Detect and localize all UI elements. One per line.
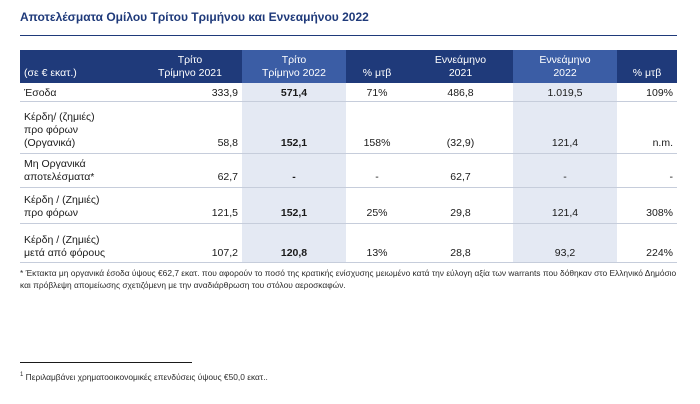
- cell-n2021: 62,7: [408, 153, 513, 188]
- cell-q-change: 13%: [346, 223, 408, 263]
- table-row: Κέρδη / (Ζημιές) προ φόρων 121,5 152,1 25…: [20, 187, 677, 224]
- cell-q2022: 571,4: [242, 83, 346, 102]
- cell-n2022: 121,4: [513, 187, 617, 224]
- cell-n-change: 224%: [617, 223, 677, 263]
- table-note: * Έκτακτα μη οργανικά έσοδα ύψους €62,7 …: [20, 268, 677, 290]
- footnote-text: Περιλαμβάνει χρηματοοικονομικές επενδύσε…: [25, 372, 268, 382]
- cell-n-change: 308%: [617, 187, 677, 224]
- results-table: (σε € εκατ.) Τρίτο Τρίμηνο 2021 Τρίτο Τρίμ…: [20, 50, 677, 263]
- cell-n2021: 486,8: [408, 83, 513, 102]
- footnote-marker: 1: [20, 372, 24, 378]
- page-title: Αποτελέσματα Ομίλου Τρίτου Τριμήνου και …: [20, 10, 369, 24]
- cell-q2021: 107,2: [138, 223, 242, 263]
- table-row: Κέρδη/ (ζημιές) προ φόρων (Οργανικά) 58,8 …: [20, 101, 677, 154]
- cell-q2021: 62,7: [138, 153, 242, 188]
- header-n2021: Εννεάμηνο 2021: [408, 50, 513, 83]
- cell-q2022: -: [242, 153, 346, 188]
- cell-n-change: 109%: [617, 83, 677, 102]
- cell-q2022: 152,1: [242, 101, 346, 154]
- title-divider: [20, 35, 677, 36]
- cell-n-change: n.m.: [617, 101, 677, 154]
- cell-q2021: 333,9: [138, 83, 242, 102]
- row-label: Κέρδη/ (ζημιές) προ φόρων (Οργανικά): [20, 101, 138, 154]
- cell-n-change: -: [617, 153, 677, 188]
- cell-n2021: 29,8: [408, 187, 513, 224]
- cell-q2021: 121,5: [138, 187, 242, 224]
- cell-q-change: 25%: [346, 187, 408, 224]
- row-label: Κέρδη / (Ζημιές) προ φόρων: [20, 187, 138, 224]
- table-row: Κέρδη / (Ζημιές) μετά από φόρους 107,2 12…: [20, 223, 677, 263]
- cell-q-change: -: [346, 153, 408, 188]
- row-label: Έσοδα: [20, 83, 138, 102]
- table-row: Έσοδα 333,9 571,4 71% 486,8 1.019,5 109%: [20, 83, 677, 102]
- header-row: (σε € εκατ.) Τρίτο Τρίμηνο 2021 Τρίτο Τρίμ…: [20, 50, 677, 83]
- cell-n2021: 28,8: [408, 223, 513, 263]
- cell-q-change: 158%: [346, 101, 408, 154]
- footnote: 1 Περιλαμβάνει χρηματοοικονομικές επενδύ…: [20, 372, 268, 382]
- header-q-change: % μτβ: [346, 50, 408, 83]
- header-n-change: % μτβ: [617, 50, 677, 83]
- header-unit: (σε € εκατ.): [20, 50, 138, 83]
- cell-q2021: 58,8: [138, 101, 242, 154]
- cell-n2022: -: [513, 153, 617, 188]
- header-n2022: Εννεάμηνο 2022: [513, 50, 617, 83]
- row-label: Κέρδη / (Ζημιές) μετά από φόρους: [20, 223, 138, 263]
- cell-n2021: (32,9): [408, 101, 513, 154]
- header-q2022: Τρίτο Τρίμηνο 2022: [242, 50, 346, 83]
- row-label: Μη Οργανικά αποτελέσματα*: [20, 153, 138, 188]
- cell-q2022: 152,1: [242, 187, 346, 224]
- cell-n2022: 93,2: [513, 223, 617, 263]
- cell-n2022: 1.019,5: [513, 83, 617, 102]
- cell-q2022: 120,8: [242, 223, 346, 263]
- table-row: Μη Οργανικά αποτελέσματα* 62,7 - - 62,7 -…: [20, 153, 677, 188]
- footnote-divider: [20, 362, 192, 363]
- cell-n2022: 121,4: [513, 101, 617, 154]
- header-q2021: Τρίτο Τρίμηνο 2021: [138, 50, 242, 83]
- cell-q-change: 71%: [346, 83, 408, 102]
